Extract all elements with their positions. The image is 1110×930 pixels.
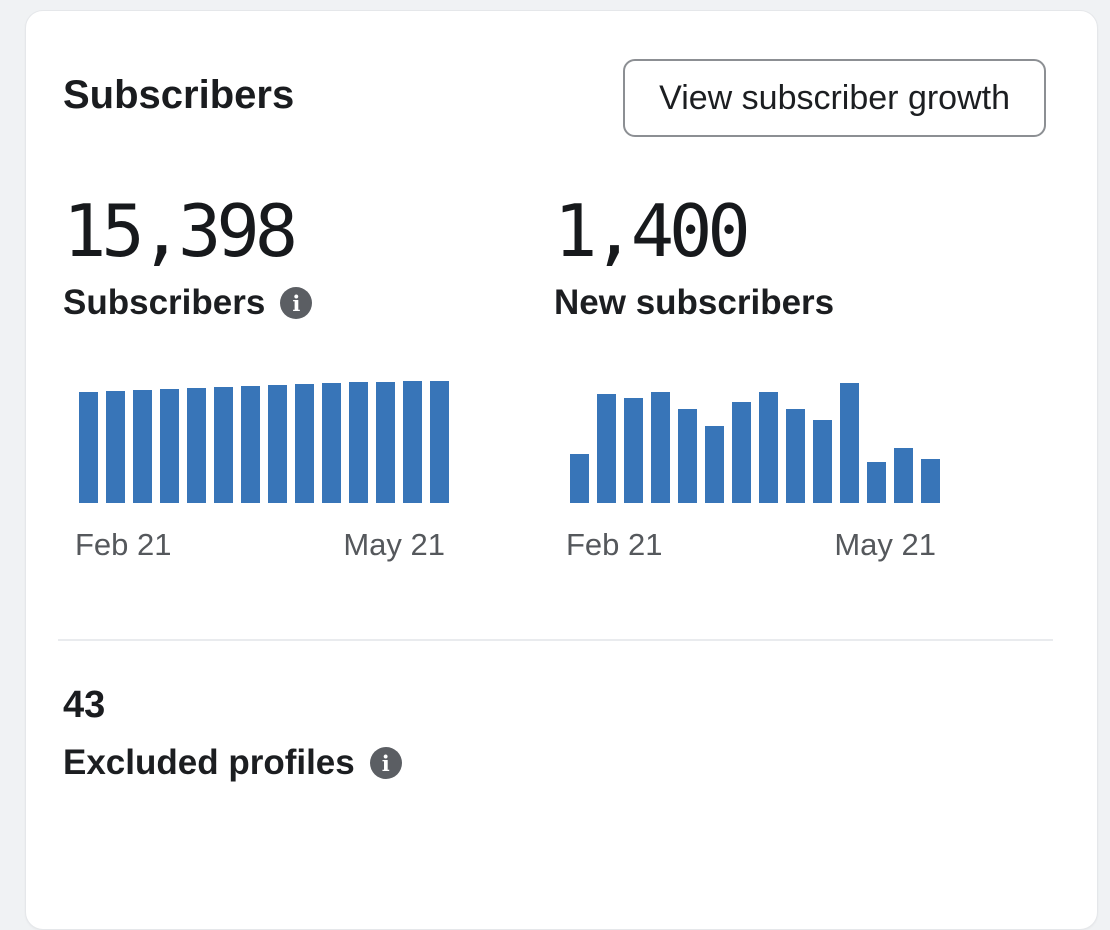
subscribers-count: 15,398: [63, 189, 298, 273]
subscribers-card: Subscribers View subscriber growth 15,39…: [25, 10, 1098, 930]
bar: [214, 387, 233, 503]
bar: [376, 381, 395, 503]
info-icon[interactable]: i: [280, 287, 313, 319]
bar: [133, 389, 152, 503]
excluded-profiles-count: 43: [63, 684, 106, 726]
bar: [160, 388, 179, 503]
excluded-profiles-label-row: Excluded profiles i: [63, 743, 1046, 783]
bar: [106, 390, 125, 503]
bar: [295, 384, 314, 503]
new-subscribers-count: 1,400: [554, 189, 751, 273]
bar: [79, 391, 98, 503]
bar: [921, 458, 940, 503]
excluded-profiles-section: 43 Excluded profiles i: [63, 683, 1046, 783]
x-tick-start: Feb 21: [75, 527, 172, 562]
section-divider: [58, 639, 1053, 641]
x-tick-end: May 21: [834, 527, 936, 562]
info-icon[interactable]: i: [369, 747, 402, 779]
bar: [403, 381, 422, 503]
card-title: Subscribers: [63, 73, 295, 117]
bar: [894, 447, 913, 503]
x-tick-start: Feb 21: [566, 527, 663, 562]
bar: [705, 426, 724, 503]
subscribers-stat: 15,398 Subscribers i Feb 21 May 21: [63, 193, 455, 563]
bar: [570, 453, 589, 503]
bar: [786, 409, 805, 503]
bar: [759, 392, 778, 503]
bar: [187, 387, 206, 503]
subscribers-chart: [79, 381, 449, 503]
bar: [867, 462, 886, 503]
new-subscribers-chart-axis: Feb 21 May 21: [566, 527, 936, 563]
bar: [597, 393, 616, 503]
x-tick-end: May 21: [343, 527, 445, 562]
bar: [624, 398, 643, 503]
bar: [430, 381, 449, 503]
subscribers-label: Subscribers: [63, 283, 266, 322]
bar: [268, 385, 287, 503]
bar: [732, 402, 751, 503]
view-subscriber-growth-button[interactable]: View subscriber growth: [623, 59, 1046, 137]
subscribers-chart-axis: Feb 21 May 21: [75, 527, 445, 563]
bar: [241, 386, 260, 503]
bar: [322, 383, 341, 503]
bar: [651, 392, 670, 503]
card-header: Subscribers View subscriber growth: [63, 59, 1046, 137]
bar: [840, 382, 859, 503]
bar: [813, 420, 832, 503]
new-subscribers-stat: 1,400 New subscribers Feb 21 May 21: [554, 193, 946, 563]
new-subscribers-label-row: New subscribers: [554, 283, 946, 323]
kpi-row: 15,398 Subscribers i Feb 21 May 21 1,400…: [63, 193, 1046, 563]
bar: [678, 409, 697, 503]
new-subscribers-label: New subscribers: [554, 283, 835, 322]
bar: [349, 382, 368, 503]
subscribers-label-row: Subscribers i: [63, 283, 455, 323]
excluded-profiles-label: Excluded profiles: [63, 743, 355, 782]
new-subscribers-chart: [570, 381, 940, 503]
